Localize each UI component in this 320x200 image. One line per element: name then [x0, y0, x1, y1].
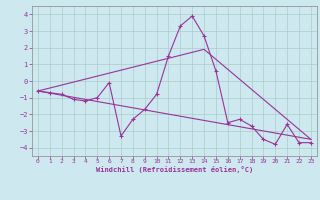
X-axis label: Windchill (Refroidissement éolien,°C): Windchill (Refroidissement éolien,°C) — [96, 166, 253, 173]
